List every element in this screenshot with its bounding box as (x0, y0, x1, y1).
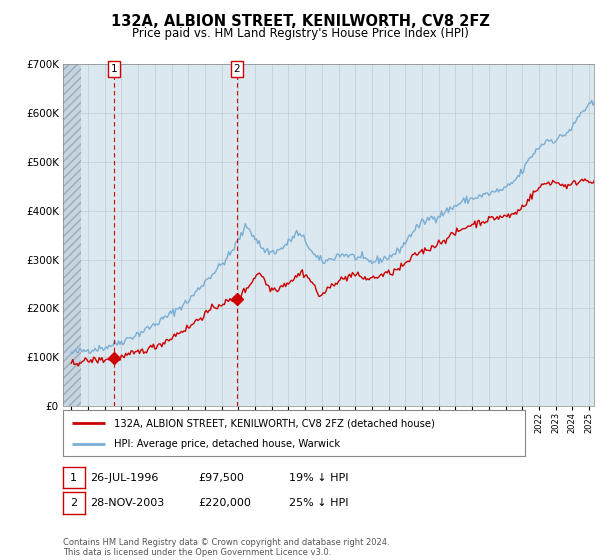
Text: Price paid vs. HM Land Registry's House Price Index (HPI): Price paid vs. HM Land Registry's House … (131, 27, 469, 40)
Text: £220,000: £220,000 (199, 498, 251, 508)
Text: 1: 1 (111, 64, 118, 74)
Text: 26-JUL-1996: 26-JUL-1996 (91, 473, 159, 483)
Text: 2: 2 (70, 498, 77, 508)
Text: Contains HM Land Registry data © Crown copyright and database right 2024.
This d: Contains HM Land Registry data © Crown c… (63, 538, 389, 557)
Text: 132A, ALBION STREET, KENILWORTH, CV8 2FZ (detached house): 132A, ALBION STREET, KENILWORTH, CV8 2FZ… (114, 418, 434, 428)
Text: 2: 2 (233, 64, 240, 74)
Text: 28-NOV-2003: 28-NOV-2003 (91, 498, 165, 508)
Text: 19% ↓ HPI: 19% ↓ HPI (289, 473, 348, 483)
Text: 1: 1 (70, 473, 77, 483)
Text: 25% ↓ HPI: 25% ↓ HPI (289, 498, 348, 508)
Text: 132A, ALBION STREET, KENILWORTH, CV8 2FZ: 132A, ALBION STREET, KENILWORTH, CV8 2FZ (110, 14, 490, 29)
Text: HPI: Average price, detached house, Warwick: HPI: Average price, detached house, Warw… (114, 439, 340, 449)
Bar (63, 64, 81, 406)
Text: £97,500: £97,500 (199, 473, 244, 483)
